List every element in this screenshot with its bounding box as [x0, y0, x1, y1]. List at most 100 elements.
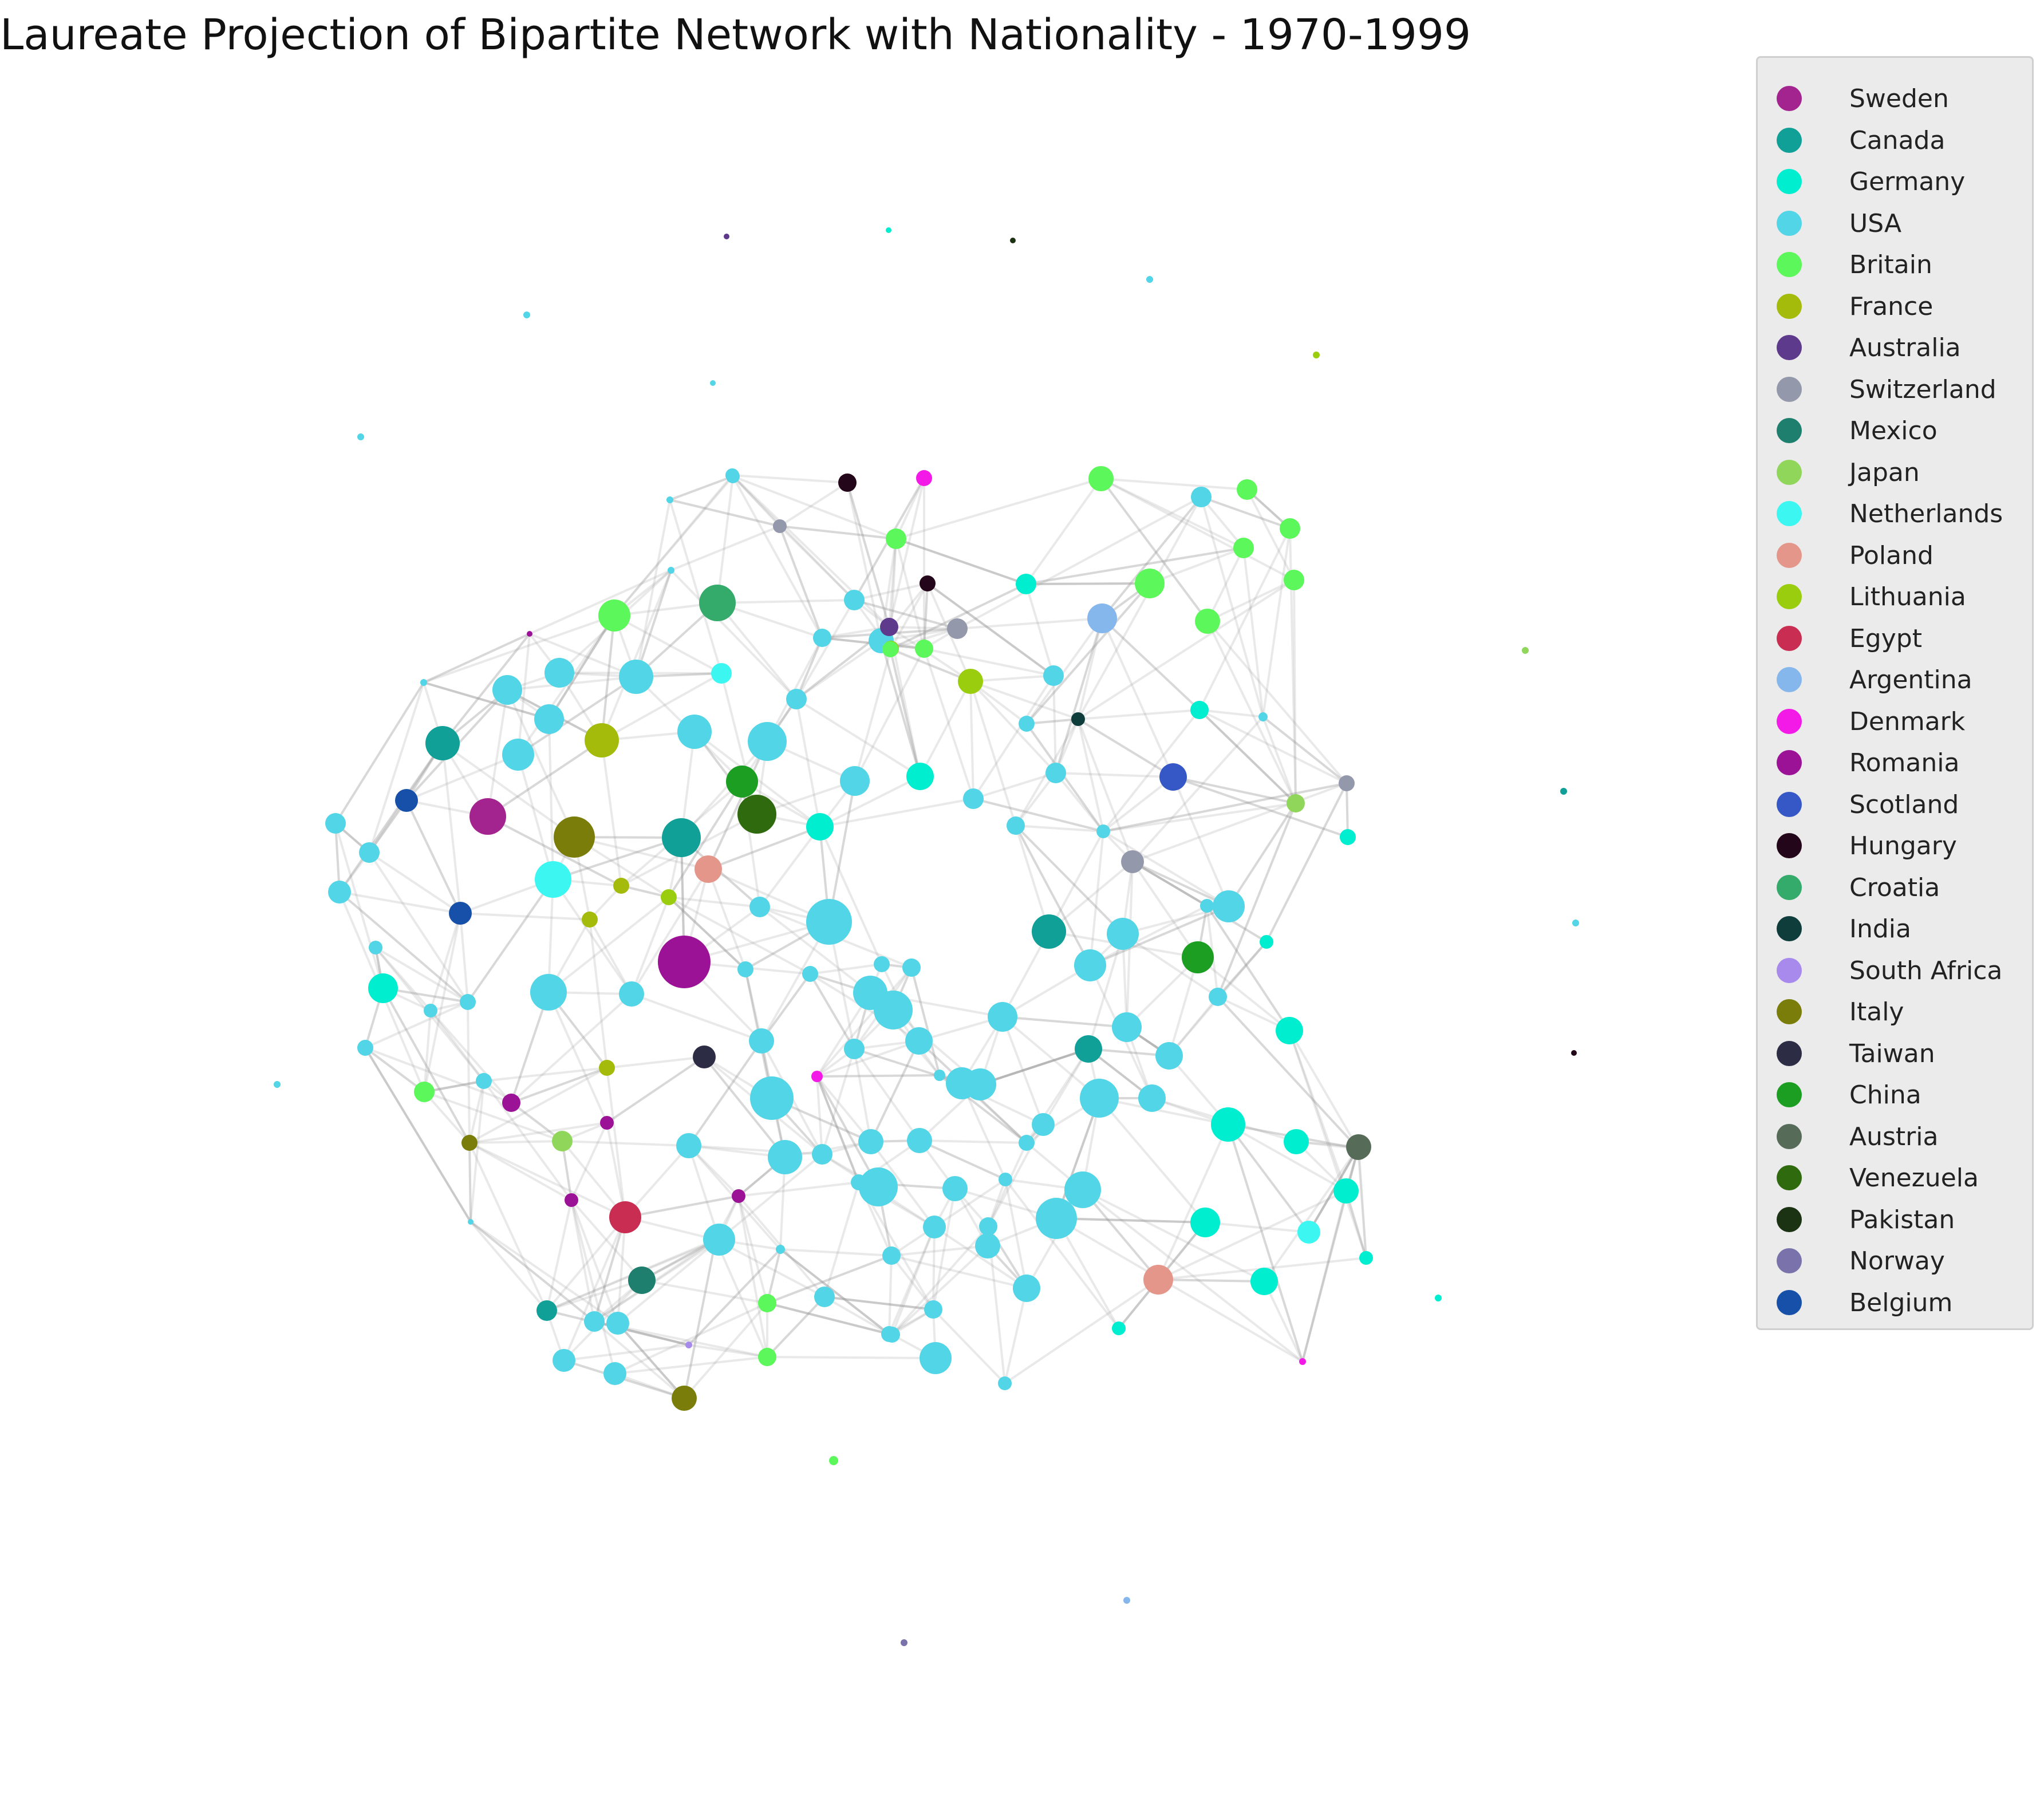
- laureate-node: [693, 1045, 716, 1068]
- network-edge: [467, 878, 554, 1003]
- legend-label: Pakistan: [1849, 1205, 1955, 1234]
- network-edge: [708, 826, 820, 870]
- network-edge: [469, 1122, 607, 1144]
- laureate-node: [1107, 918, 1139, 950]
- laureate-node: [749, 1028, 774, 1054]
- network-edge: [529, 569, 672, 635]
- legend-label: Lithuania: [1849, 582, 1966, 611]
- laureate-node: [676, 1133, 701, 1158]
- network-edge: [809, 973, 855, 1050]
- network-edge: [635, 499, 671, 677]
- network-edge: [606, 1067, 626, 1218]
- legend-marker: [1777, 957, 1802, 983]
- legend-item: Australia: [1758, 330, 2032, 364]
- network-edge: [816, 1075, 872, 1143]
- network-edge: [1082, 1189, 1304, 1363]
- network-edge: [738, 1181, 859, 1197]
- network-edge: [467, 878, 554, 1003]
- network-edge: [816, 1074, 940, 1078]
- network-edge: [469, 1221, 548, 1312]
- network-edge: [1077, 496, 1202, 720]
- laureate-node: [1112, 1012, 1142, 1042]
- legend-item: Croatia: [1758, 870, 2032, 904]
- network-edge: [593, 1238, 720, 1323]
- network-edge: [1206, 905, 1291, 1032]
- laureate-node: [882, 641, 898, 657]
- network-edge: [601, 570, 672, 741]
- laureate-node: [1155, 1042, 1183, 1070]
- network-edge: [1025, 582, 1150, 585]
- network-edge: [933, 1226, 1028, 1289]
- network-edge: [821, 1048, 855, 1155]
- laureate-node: [958, 669, 983, 694]
- network-edge: [1101, 617, 1201, 711]
- network-edge: [334, 681, 425, 824]
- legend-label: Denmark: [1849, 707, 1966, 736]
- network-edge: [891, 1254, 1027, 1289]
- network-edge: [562, 1140, 689, 1147]
- network-edge: [1025, 582, 1151, 725]
- network-edge: [895, 538, 925, 649]
- network-edge: [1048, 861, 1134, 933]
- network-edge: [816, 1076, 860, 1183]
- laureate-node: [886, 528, 906, 549]
- network-edge: [1345, 783, 1349, 838]
- laureate-node: [424, 1004, 437, 1017]
- network-edge: [339, 891, 461, 914]
- network-edge: [888, 478, 925, 628]
- laureate-node: [460, 994, 476, 1010]
- network-edge: [779, 525, 897, 540]
- laureate-node: [1032, 914, 1066, 949]
- network-edge: [933, 1178, 1007, 1228]
- laureate-node: [1043, 665, 1064, 686]
- network-edge: [406, 753, 519, 802]
- network-edge: [589, 919, 608, 1068]
- legend-item: Mexico: [1758, 413, 2032, 447]
- network-edge: [563, 1344, 689, 1362]
- network-edge: [980, 1048, 1089, 1086]
- network-edge: [1158, 1279, 1265, 1283]
- legend-item: Switzerland: [1758, 372, 2032, 406]
- network-edge: [715, 1238, 825, 1298]
- network-edge: [766, 1249, 782, 1304]
- network-edge: [816, 1074, 940, 1078]
- network-edge: [767, 1254, 892, 1304]
- network-edge: [1099, 1097, 1229, 1126]
- network-edge: [1001, 1016, 1100, 1099]
- laureate-node: [1287, 794, 1305, 812]
- network-edge: [669, 499, 723, 674]
- legend-label: Croatia: [1849, 873, 1940, 902]
- network-edge: [334, 823, 341, 893]
- network-edge: [668, 896, 760, 908]
- legend-item: Egypt: [1758, 621, 2032, 655]
- network-edge: [926, 582, 1055, 677]
- laureate-node: [469, 798, 506, 835]
- network-edge: [668, 780, 743, 898]
- legend-marker: [1777, 169, 1802, 194]
- legend-label: Mexico: [1849, 416, 1938, 445]
- network-edge: [703, 1056, 786, 1158]
- network-edge: [606, 1056, 705, 1124]
- legend-label: Scotland: [1849, 790, 1959, 819]
- network-edge: [1090, 905, 1229, 966]
- laureate-node: [502, 1094, 520, 1112]
- network-edge: [779, 1248, 890, 1335]
- laureate-node: [598, 599, 630, 632]
- network-edge: [517, 676, 637, 756]
- network-edge: [1199, 709, 1347, 784]
- laureate-node: [705, 1229, 726, 1250]
- network-edge: [641, 1238, 716, 1281]
- network-edge: [570, 1200, 595, 1322]
- legend-label: South Africa: [1849, 956, 2003, 985]
- laureate-node: [737, 961, 753, 977]
- laureate-node: [1190, 701, 1209, 719]
- network-edge: [469, 1142, 626, 1218]
- network-edge: [980, 1048, 1089, 1086]
- network-edge: [617, 1217, 626, 1324]
- network-edge: [1100, 478, 1209, 622]
- laureate-node: [1146, 276, 1153, 283]
- network-edge: [1263, 1281, 1304, 1362]
- network-edge: [593, 1320, 685, 1399]
- laureate-node: [1276, 1017, 1303, 1044]
- laureate-node: [1260, 935, 1273, 949]
